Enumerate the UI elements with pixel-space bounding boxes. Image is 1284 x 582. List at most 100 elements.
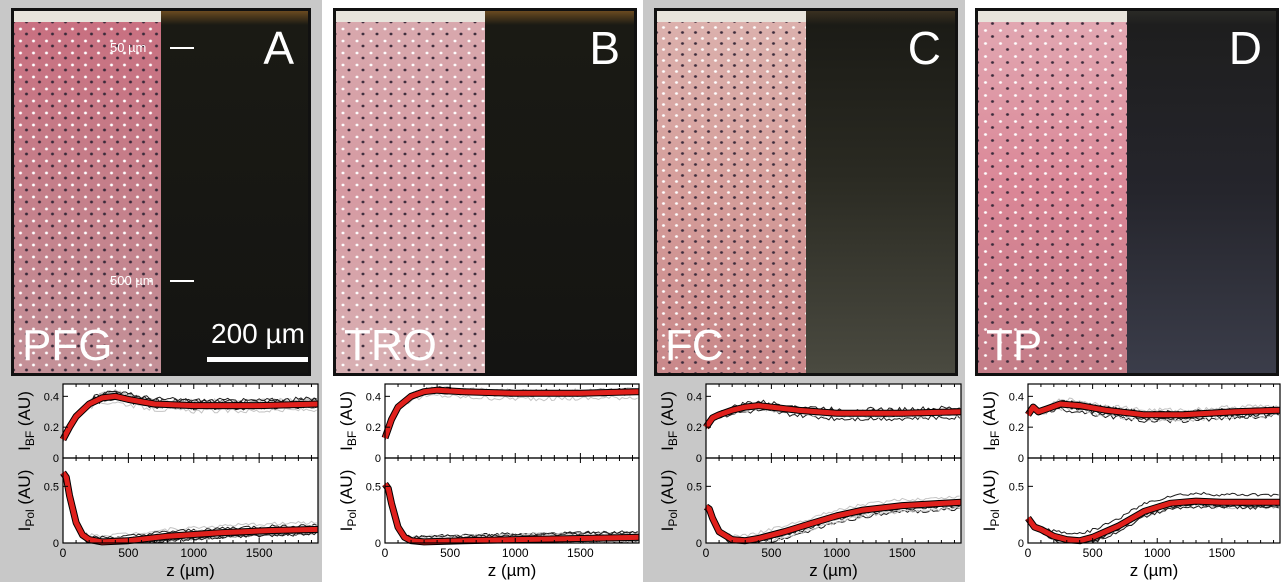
mean-curve — [703, 403, 962, 429]
panel-c-intensity-plot: 0 0.2 0.4 IBF (AU) 0 0.5 IPol (AU) 0 500 1000 1500… — [658, 383, 962, 580]
y-tick-label: 0 — [53, 538, 59, 550]
panel-a-micrograph: A PFG 50 µm 500 µm 200 µm — [11, 8, 311, 376]
panel-b-intensity-plot: 0 0.2 0.4 IBF (AU) 0 0.5 IPol (AU) 0 500 1000 1500… — [337, 383, 640, 580]
y-tick-label: 0.5 — [44, 481, 59, 493]
y-tick-label: 0 — [375, 538, 381, 550]
tissue-label: TP — [986, 321, 1043, 370]
sample-curve — [1027, 406, 1279, 424]
panel-d-intensity-plot: 0 0.2 0.4 IBF (AU) 0 0.5 IPol (AU) 0 500 1000 1500… — [980, 383, 1281, 580]
panel-b-micrograph: B TRO — [333, 8, 637, 376]
sample-curve — [384, 482, 638, 539]
y-tick-label: 0.4 — [687, 391, 702, 403]
surface-cap — [14, 11, 161, 22]
x-tick-label: 500 — [1083, 546, 1103, 560]
sample-curve — [62, 390, 317, 441]
scale-bar-label: 200 µm — [211, 318, 305, 349]
x-axis-label: z (µm) — [166, 561, 215, 580]
mean-curve — [1025, 401, 1281, 418]
y-axis-label: IPol (AU) — [658, 470, 680, 532]
polarized-image — [1127, 11, 1276, 373]
panel-letter: B — [589, 22, 620, 74]
x-tick-label: 0 — [1025, 546, 1032, 560]
x-tick-label: 1500 — [889, 546, 916, 560]
y-tick-label: 0.2 — [687, 422, 702, 434]
polarized-image — [161, 11, 308, 373]
y-axis-label: IBF (AU) — [658, 391, 680, 451]
y-tick-label: 0.5 — [366, 481, 381, 493]
sample-curve — [62, 389, 317, 438]
mean-curve — [60, 471, 319, 545]
x-tick-label: 500 — [118, 546, 138, 560]
y-tick-label: 0.2 — [1009, 422, 1024, 434]
plot-area — [385, 384, 639, 543]
y-tick-label: 0.5 — [687, 481, 702, 493]
sample-curve — [705, 495, 960, 538]
brightfield-image — [978, 11, 1127, 373]
scale-bar — [207, 357, 308, 362]
y-axis-label: IBF (AU) — [980, 391, 1002, 451]
y-tick-label: 0.4 — [1009, 391, 1024, 403]
x-tick-label: 0 — [60, 546, 67, 560]
x-axis-label: z (µm) — [1130, 561, 1179, 580]
panel-letter: D — [1228, 22, 1262, 74]
y-tick-label: 0.5 — [1009, 481, 1024, 493]
x-tick-label: 1500 — [567, 546, 594, 560]
y-tick-label: 0 — [1018, 453, 1024, 465]
y-tick-label: 0 — [696, 453, 702, 465]
depth-label-50: 50 µm — [110, 40, 147, 55]
depth-label-500: 500 µm — [110, 273, 154, 288]
plot-area — [63, 384, 318, 543]
surface-cap — [978, 11, 1127, 22]
x-axis-label: z (µm) — [809, 561, 858, 580]
x-tick-label: 1500 — [1208, 546, 1235, 560]
mean-curve — [704, 499, 962, 544]
brightfield-image — [657, 11, 806, 373]
x-tick-label: 0 — [703, 546, 710, 560]
sample-curve — [62, 390, 317, 439]
mean-curve — [382, 387, 640, 439]
y-axis-label: IBF (AU) — [337, 391, 359, 451]
polarized-image — [806, 11, 955, 373]
depth-tick-50 — [170, 47, 194, 49]
surface-cap — [657, 11, 806, 22]
x-tick-label: 1500 — [246, 546, 273, 560]
panel-letter: C — [907, 22, 941, 74]
y-axis-label: IBF (AU) — [15, 391, 37, 451]
x-tick-label: 1000 — [1144, 546, 1171, 560]
sample-curve — [384, 393, 638, 440]
bottom-axes-frame — [384, 457, 640, 544]
depth-tick-500 — [170, 280, 194, 282]
x-tick-label: 500 — [440, 546, 460, 560]
mean-curve — [60, 393, 319, 441]
tissue-label: PFG — [22, 321, 113, 370]
tissue-label: TRO — [344, 321, 437, 370]
x-tick-label: 500 — [761, 546, 781, 560]
panel-d-micrograph: D TP — [975, 8, 1279, 376]
sample-curve — [62, 472, 317, 540]
panel-c-micrograph: C FC — [654, 8, 958, 376]
y-tick-label: 0 — [53, 453, 59, 465]
bottom-axes-frame — [705, 457, 962, 544]
y-tick-label: 0.2 — [44, 422, 59, 434]
x-tick-label: 1000 — [823, 546, 850, 560]
x-tick-label: 0 — [382, 546, 389, 560]
y-axis-label: IPol (AU) — [337, 470, 359, 532]
tissue-label: FC — [665, 321, 724, 370]
sample-curve — [1027, 491, 1279, 535]
mean-curve — [1025, 498, 1280, 544]
sample-curve — [62, 472, 317, 538]
y-axis-label: IPol (AU) — [15, 470, 37, 532]
y-tick-label: 0 — [696, 538, 702, 550]
brightfield-image — [14, 11, 161, 373]
sample-curve — [62, 401, 317, 442]
y-tick-label: 0.4 — [366, 391, 381, 403]
y-tick-label: 0.2 — [366, 422, 381, 434]
surface-cap — [336, 11, 485, 22]
x-axis-label: z (µm) — [488, 561, 537, 580]
y-tick-label: 0 — [375, 453, 381, 465]
panel-a-intensity-plot: 0 0.2 0.4 IBF (AU) 0 0.5 IPol (AU) 0 500 1000 1500… — [15, 383, 319, 580]
brightfield-image — [336, 11, 485, 373]
y-tick-label: 0.4 — [44, 391, 59, 403]
x-tick-label: 1000 — [502, 546, 529, 560]
y-axis-label: IPol (AU) — [980, 470, 1002, 532]
